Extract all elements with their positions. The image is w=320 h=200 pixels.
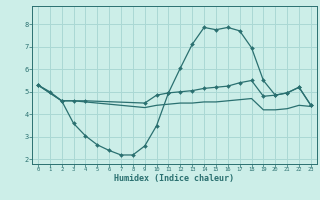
X-axis label: Humidex (Indice chaleur): Humidex (Indice chaleur)	[115, 174, 234, 183]
